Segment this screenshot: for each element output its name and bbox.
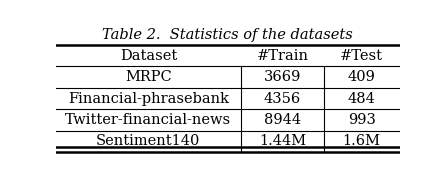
Text: #Test: #Test	[340, 49, 383, 63]
Text: 484: 484	[348, 92, 376, 106]
Text: 1.6M: 1.6M	[343, 135, 381, 148]
Text: 8944: 8944	[264, 113, 301, 127]
Text: Financial-phrasebank: Financial-phrasebank	[68, 92, 229, 106]
Text: MRPC: MRPC	[125, 70, 172, 84]
Text: Sentiment140: Sentiment140	[96, 135, 201, 148]
Text: Table 2.  Statistics of the datasets: Table 2. Statistics of the datasets	[102, 28, 353, 42]
Text: 4356: 4356	[264, 92, 301, 106]
Text: Twitter-financial-news: Twitter-financial-news	[65, 113, 231, 127]
Text: 993: 993	[348, 113, 376, 127]
Text: 409: 409	[348, 70, 376, 84]
Text: 1.44M: 1.44M	[259, 135, 306, 148]
Text: 3669: 3669	[264, 70, 301, 84]
Text: Dataset: Dataset	[120, 49, 177, 63]
Text: #Train: #Train	[257, 49, 309, 63]
